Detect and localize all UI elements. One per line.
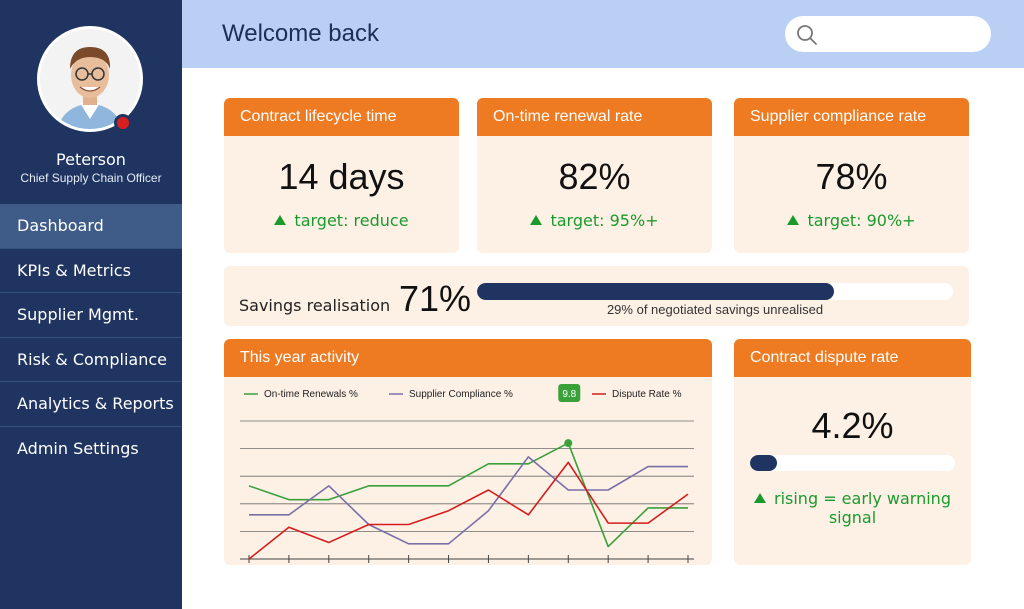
up-triangle-icon <box>754 493 766 503</box>
legend-label: Supplier Compliance % <box>409 389 513 400</box>
kpi-card-renewal-rate: On-time renewal rate 82% target: 95%+ <box>477 98 712 253</box>
search-input[interactable] <box>785 16 991 52</box>
savings-value: 71% <box>399 278 472 319</box>
sidebar-item-kpis-metrics[interactable]: KPIs & Metrics <box>0 249 182 293</box>
kpi-card-title: Supplier compliance rate <box>734 98 969 136</box>
sidebar-item-dashboard[interactable]: Dashboard <box>0 204 182 249</box>
user-role: Chief Supply Chain Officer <box>20 171 162 185</box>
dispute-rate-card: Contract dispute rate 4.2% rising = earl… <box>734 339 971 565</box>
up-triangle-icon <box>274 215 287 225</box>
avatar[interactable] <box>37 26 143 132</box>
series-line <box>249 456 688 545</box>
user-portrait-icon <box>40 29 140 129</box>
savings-note: 29% of negotiated savings unrealised <box>606 302 824 317</box>
sidebar: Peterson Chief Supply Chain Officer Dash… <box>0 0 182 609</box>
dispute-note-line1: rising = early warning <box>774 489 951 508</box>
header: Welcome back <box>182 0 1024 68</box>
series-line <box>248 442 688 548</box>
chart-title: This year activity <box>224 339 712 377</box>
kpi-card-title: Contract lifecycle time <box>224 98 459 136</box>
sidebar-item-admin-settings[interactable]: Admin Settings <box>17 438 139 458</box>
savings-card: Savings realisation 71% 29% of negotiate… <box>224 266 969 326</box>
annotation-point <box>564 439 573 448</box>
annotation-label: 9.8 <box>562 389 576 400</box>
savings-label: Savings realisation <box>239 296 391 315</box>
kpi-card-contract-lifecycle: Contract lifecycle time 14 days target: … <box>224 98 459 253</box>
kpi-target-text: target: 95%+ <box>550 211 659 230</box>
kpi-card-title: On-time renewal rate <box>477 98 712 136</box>
kpi-target: target: 90%+ <box>734 211 969 230</box>
legend-label: On-time Renewals % <box>264 389 358 400</box>
sidebar-item-analytics-reports[interactable]: Analytics & Reports <box>0 382 182 427</box>
status-indicator <box>114 114 132 132</box>
sidebar-nav: Dashboard KPIs & Metrics Supplier Mgmt. … <box>0 204 182 471</box>
series-line <box>248 461 689 560</box>
dispute-value: 4.2% <box>811 405 894 446</box>
kpi-target: target: reduce <box>224 211 459 230</box>
savings-progress-bar <box>477 283 953 300</box>
annotation-badge <box>558 384 581 402</box>
kpi-value: 82% <box>558 156 631 197</box>
kpi-target-text: target: reduce <box>294 211 409 230</box>
kpi-value: 78% <box>815 156 888 197</box>
kpi-target-text: target: 90%+ <box>807 211 916 230</box>
dispute-progress-bar <box>750 455 955 471</box>
search-icon[interactable] <box>795 23 819 47</box>
page-title: Welcome back <box>222 20 379 47</box>
activity-chart-card: This year activity JanFebMarAprMayJunJul… <box>224 339 712 565</box>
dispute-progress-fill <box>750 455 777 471</box>
kpi-value: 14 days <box>278 156 405 197</box>
savings-progress-fill <box>477 283 834 300</box>
user-name: Peterson <box>56 150 126 169</box>
legend-label: Dispute Rate % <box>612 389 682 400</box>
dispute-note: rising = early warning signal <box>734 489 971 527</box>
kpi-target: target: 95%+ <box>477 211 712 230</box>
sidebar-item-supplier-mgmt[interactable]: Supplier Mgmt. <box>0 293 182 338</box>
dispute-card-title: Contract dispute rate <box>734 339 971 377</box>
sidebar-item-risk-compliance[interactable]: Risk & Compliance <box>0 338 182 382</box>
up-triangle-icon <box>530 215 543 225</box>
dispute-note-line2: signal <box>828 508 877 527</box>
activity-line-chart: JanFebMarAprMayJunJulAugSeptOctNovDecOn-… <box>240 384 694 563</box>
up-triangle-icon <box>787 215 800 225</box>
kpi-card-compliance-rate: Supplier compliance rate 78% target: 90%… <box>734 98 969 253</box>
